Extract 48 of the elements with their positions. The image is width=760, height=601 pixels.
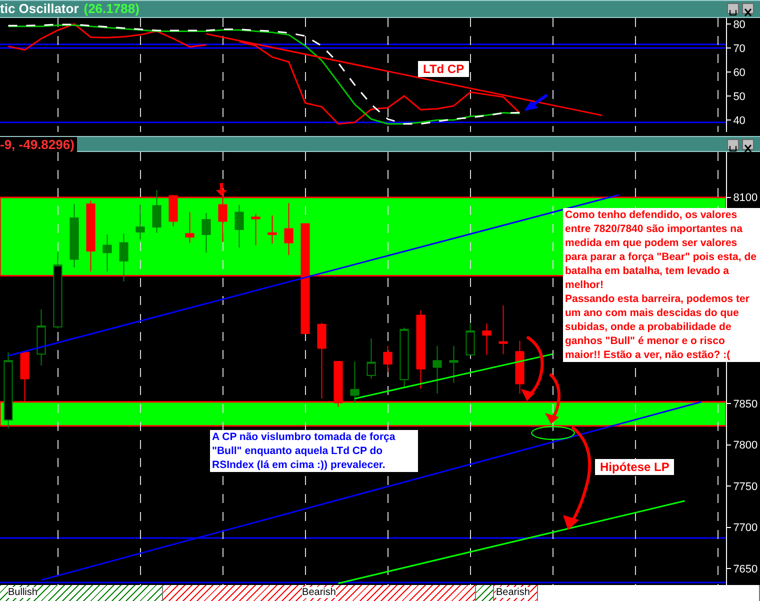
candlestick [449,345,458,384]
candlestick [53,251,62,329]
y-tick-label: 7800 [733,440,758,452]
text: Bearish [496,587,530,598]
candlestick [482,323,492,356]
candlestick [515,340,524,394]
candlestick [284,202,294,256]
text: Como tenho defendido, os valores entre 7820/7840 são importantes na medida em que podem ser valores para parar a força "Bear" pois esta, de batalha em batalha, tem levado a melhor! Passando esta barreira, podemos ter um ano com mais descidas do que subidas, onde a probabilidade de ganhos "Bull" é menor e o risco maior!! Estão a ver, não estão? :( [565,209,756,361]
candlestick [202,212,211,254]
y-tick-label: 7650 [733,563,758,576]
text: Bullish [8,587,38,598]
candlestick [102,234,112,272]
y-tick-label: 50 [733,90,746,103]
y-tick-label: 7850 [733,398,758,410]
y-tick-label: 80 [733,18,746,31]
candlestick [366,338,376,380]
text: Bearish [302,587,336,598]
candlestick [185,212,194,244]
candlestick [317,322,326,400]
annotation: Hipótese LP [595,459,674,475]
candlestick [251,213,260,246]
chart-subtitle: (26.1788) [84,1,140,16]
y-tick-label: 60 [733,66,746,79]
candlestick [234,204,244,248]
y-tick-label: 70 [733,42,746,55]
annotation: A CP não vislumbro tomada de força "Bull" enquanto aquela LTd CP do RSIndex (lá em cima :)) prevalecer. [210,430,418,472]
candlestick [416,310,426,390]
candlestick [466,323,475,356]
chart-title: tic Oscillator [0,1,79,16]
candlestick [350,360,360,404]
y-tick-label: 7700 [733,522,758,534]
candlestick [383,345,392,373]
candlestick [498,304,508,355]
candlestick [432,345,442,394]
chart-title: -9, -49.8296) [0,137,78,153]
y-tick-label: 7750 [733,480,758,493]
candlestick [36,309,46,366]
annotation: LTd CP [418,61,470,77]
candlestick [136,204,145,240]
candlestick [268,215,277,244]
candlestick [86,200,96,272]
candlestick [70,203,79,268]
candlestick [152,189,162,234]
y-tick-label: 8100 [733,192,758,204]
candlestick [400,327,409,388]
candlestick [119,233,128,282]
candlestick [4,352,13,429]
y-tick-label: 40 [733,114,746,127]
